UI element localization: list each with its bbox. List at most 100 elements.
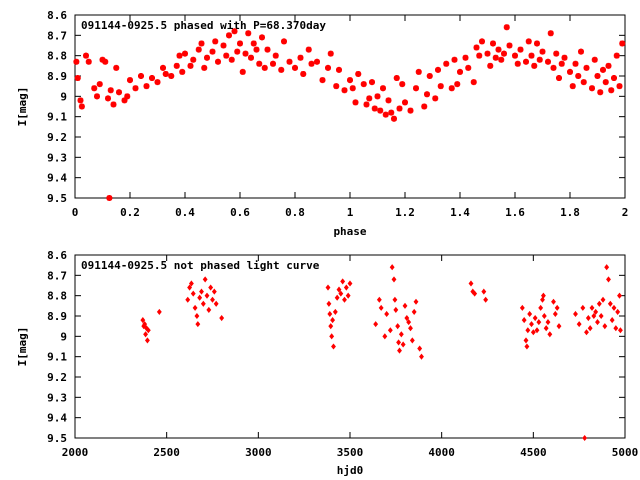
data-point [314, 58, 320, 65]
data-point [398, 331, 404, 338]
data-point [94, 93, 100, 100]
data-point [286, 58, 293, 65]
data-point [397, 347, 402, 354]
data-point [524, 343, 530, 350]
data-point [451, 56, 458, 63]
data-point [406, 319, 412, 326]
data-point [490, 40, 496, 47]
data-point [202, 276, 208, 283]
data-point [608, 87, 615, 94]
data-point [201, 64, 208, 71]
data-point [332, 308, 338, 315]
data-point [223, 52, 230, 59]
data-point [326, 300, 332, 307]
data-point [465, 64, 472, 71]
data-point [188, 280, 194, 287]
data-point [554, 304, 560, 311]
y-axis-label: I[mag] [16, 87, 29, 127]
data-point [584, 329, 589, 336]
data-point [539, 48, 546, 55]
data-point [506, 42, 513, 49]
y-tick-label: 9.5 [47, 192, 67, 205]
data-point [319, 77, 326, 84]
data-point [106, 195, 113, 201]
data-point [308, 60, 315, 67]
data-point [327, 50, 334, 57]
data-point [182, 50, 188, 57]
y-tick-label: 9 [60, 90, 67, 103]
data-point [349, 85, 356, 92]
y-tick-label: 8.6 [47, 249, 67, 262]
data-point [168, 73, 175, 79]
phased-light-curve-plot: 8.6 8.7 8.8 8.9 9 9.1 9.2 9.3 9.4 9.5 0 0.2 0.4 0.6 0.… [16, 9, 628, 238]
data-point [239, 68, 246, 75]
data-point [343, 284, 349, 291]
data-point [448, 85, 455, 92]
data-point [573, 310, 578, 318]
data-point [534, 327, 540, 334]
data-point [91, 85, 98, 92]
data-point [226, 32, 232, 39]
data-point [264, 46, 271, 53]
data-point [561, 54, 568, 61]
data-point [616, 83, 623, 90]
x-axis-label: hjd0 [337, 464, 364, 477]
data-point [366, 95, 373, 102]
data-point [179, 68, 186, 75]
data-point [197, 294, 203, 301]
data-point [392, 296, 398, 303]
data-point [388, 109, 395, 116]
data-point [83, 52, 89, 59]
data-point [468, 280, 474, 287]
data-point [457, 68, 463, 75]
data-point [341, 87, 348, 94]
data-point [347, 280, 353, 287]
data-point [219, 314, 225, 322]
data-point [476, 52, 483, 59]
data-point [553, 50, 560, 57]
y-tick-label: 9.3 [47, 391, 67, 404]
data-point [536, 319, 542, 326]
data-point [355, 70, 362, 77]
data-point [454, 81, 461, 88]
data-point [589, 85, 595, 92]
data-point [382, 111, 389, 118]
data-point [545, 58, 551, 65]
data-point [556, 323, 562, 330]
x-tick-label: 4000 [428, 446, 455, 459]
data-point [409, 337, 415, 344]
data-point [495, 46, 502, 53]
data-point [541, 312, 547, 320]
data-point [338, 290, 344, 297]
data-point [602, 79, 609, 86]
x-tick-label: 0.8 [285, 206, 305, 219]
data-point [385, 97, 392, 104]
x-tick-label: 0.6 [230, 206, 250, 219]
data-point [527, 310, 533, 318]
data-point [602, 323, 608, 330]
data-point [292, 64, 298, 71]
data-point [519, 304, 525, 311]
data-point [360, 81, 367, 88]
data-point [211, 288, 217, 295]
data-point [336, 66, 342, 73]
data-point [231, 28, 238, 35]
data-point [594, 73, 601, 79]
data-point [596, 300, 602, 307]
data-point [110, 101, 117, 108]
data-point [487, 62, 494, 69]
data-point [334, 294, 340, 301]
data-point [384, 310, 390, 318]
data-point [514, 60, 521, 67]
data-point [604, 264, 610, 271]
data-point [611, 304, 617, 311]
data-point [521, 317, 527, 324]
data-point [78, 103, 85, 110]
data-point [391, 276, 397, 283]
data-point [204, 54, 210, 61]
data-point [530, 329, 536, 336]
data-point [102, 58, 109, 65]
data-point [547, 331, 553, 338]
data-point [435, 66, 441, 73]
data-point [408, 325, 413, 332]
